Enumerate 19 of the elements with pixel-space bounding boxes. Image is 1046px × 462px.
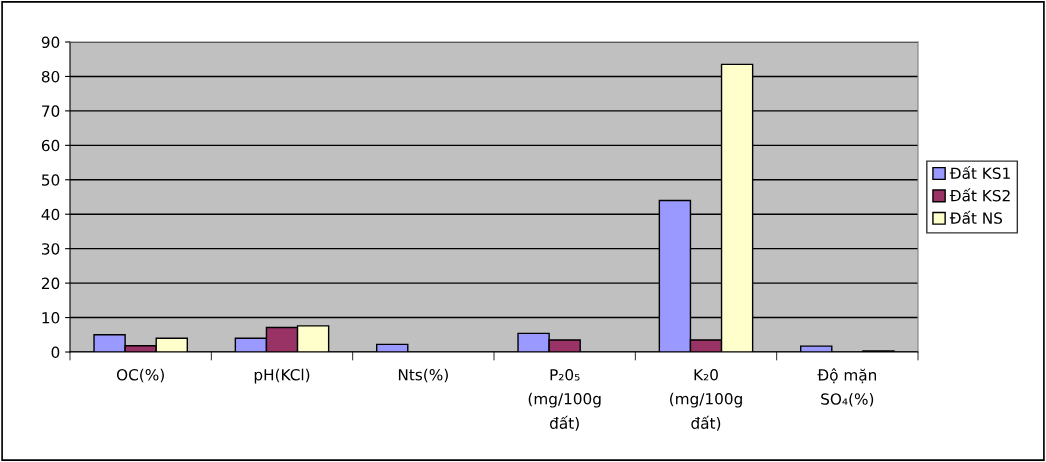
x-tick-label: pH(KCl) <box>254 368 310 384</box>
legend-label: Đất KS1 <box>949 165 1010 180</box>
x-tick-label: OC(%) <box>116 368 164 383</box>
x-tick-label: K₂0 (mg/100g đất) <box>670 368 742 431</box>
y-tick-label: 60 <box>41 139 60 152</box>
x-tick-label: P₂0₅ (mg/100g đất) <box>528 368 601 431</box>
legend-label: Đất KS2 <box>949 188 1010 202</box>
x-tick-label: Nts(%) <box>398 368 448 383</box>
y-tick-label: 80 <box>41 70 60 83</box>
y-tick-label: 30 <box>42 243 60 255</box>
y-tick-label: 20 <box>41 277 60 290</box>
x-tick-label: Độ mặn SO₄(%) <box>817 368 877 407</box>
y-tick-label: 50 <box>42 174 60 186</box>
legend-label: Đất NS <box>949 210 1003 224</box>
y-tick-label: 90 <box>41 36 60 49</box>
y-tick-label: 70 <box>42 105 60 117</box>
y-tick-label: 10 <box>42 312 60 324</box>
y-tick-label: 0 <box>51 346 60 359</box>
y-tick-label: 40 <box>41 208 60 221</box>
